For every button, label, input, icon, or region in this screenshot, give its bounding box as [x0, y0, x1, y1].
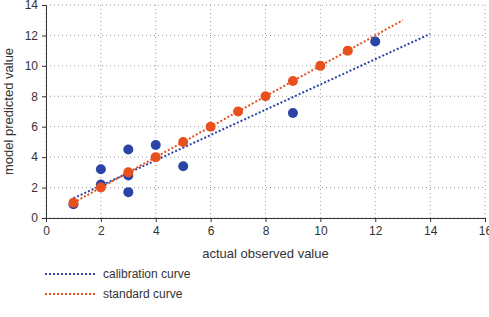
grid-line [46, 157, 485, 158]
tick-mark [430, 218, 431, 222]
tick-mark [42, 188, 46, 189]
tick-mark [42, 96, 46, 97]
legend-swatch [45, 273, 95, 275]
grid [46, 5, 485, 218]
tick-label: 0 [31, 211, 38, 225]
tick-mark [42, 35, 46, 36]
point [123, 167, 133, 177]
tick-label: 2 [98, 224, 105, 238]
tick: 8 [263, 218, 270, 238]
tick-mark [375, 218, 376, 222]
point [178, 137, 188, 147]
tick-label: 4 [153, 224, 160, 238]
grid-line [46, 187, 485, 188]
point [315, 61, 325, 71]
tick: 2 [98, 218, 105, 238]
plot: 0 2 4 6 8 10 12 14 16 0 2 4 6 8 10 12 14 [25, 0, 489, 238]
point [123, 145, 133, 155]
tick-mark [42, 157, 46, 158]
x-axis-title: actual observed value [202, 246, 328, 261]
point [261, 91, 271, 101]
line [73, 20, 402, 203]
chart: 0 2 4 6 8 10 12 14 16 0 2 4 6 8 10 12 14 actual observed … [0, 0, 489, 317]
grid-line [265, 5, 266, 218]
point [178, 161, 188, 171]
tick-mark [320, 218, 321, 222]
tick-mark [156, 218, 157, 222]
tick-mark [42, 218, 46, 219]
y-axis: 0 2 4 6 8 10 12 14 [25, 0, 47, 225]
legend-swatch [45, 293, 95, 295]
tick-label: 0 [43, 224, 50, 238]
point [123, 187, 133, 197]
tick-mark [42, 66, 46, 67]
tick-label: 8 [31, 90, 38, 104]
legend: calibration curve standard curve [45, 267, 191, 301]
axis-line [42, 6, 47, 219]
tick: 8 [31, 90, 46, 104]
tick-mark [101, 218, 102, 222]
tick-label: 10 [25, 59, 39, 73]
point [370, 37, 380, 47]
tick-label: 12 [25, 29, 39, 43]
grid-line [485, 5, 486, 218]
tick: 0 [31, 211, 46, 225]
marks [68, 20, 430, 209]
tick: 4 [31, 150, 46, 164]
tick: 14 [424, 218, 438, 238]
y-axis-title: model predicted value [1, 48, 16, 175]
tick-label: 14 [424, 224, 438, 238]
tick-label: 6 [31, 120, 38, 134]
tick-mark [485, 218, 486, 222]
grid-line [46, 126, 485, 127]
x-axis: 0 2 4 6 8 10 12 14 16 [43, 218, 489, 238]
point [343, 46, 353, 56]
tick-label: 4 [31, 150, 38, 164]
tick: 2 [31, 181, 46, 195]
tick-label: 2 [31, 181, 38, 195]
grid-line [46, 5, 485, 6]
point [288, 108, 298, 118]
grid-line [46, 65, 485, 66]
grid-line [210, 5, 211, 218]
tick-label: 8 [263, 224, 270, 238]
tick: 16 [479, 218, 489, 238]
tick: 6 [31, 120, 46, 134]
tick: 14 [25, 0, 46, 12]
tick-label: 10 [314, 224, 328, 238]
legend-label: standard curve [103, 287, 183, 301]
grid-line [46, 35, 485, 36]
axis-line [47, 219, 486, 223]
tick: 4 [153, 218, 160, 238]
tick: 12 [369, 218, 383, 238]
tick-label: 14 [25, 0, 39, 12]
tick: 0 [43, 218, 50, 238]
point [96, 164, 106, 174]
point [233, 107, 243, 117]
tick: 6 [208, 218, 215, 238]
tick-mark [42, 127, 46, 128]
line [73, 34, 430, 198]
tick-mark [266, 218, 267, 222]
grid-line [320, 5, 321, 218]
point [288, 76, 298, 86]
tick: 12 [25, 29, 46, 43]
tick-mark [211, 218, 212, 222]
point [68, 198, 78, 208]
point [96, 183, 106, 193]
point [151, 152, 161, 162]
grid-line [155, 5, 156, 218]
tick: 10 [25, 59, 46, 73]
point [151, 140, 161, 150]
tick-label: 12 [369, 224, 383, 238]
tick-label: 16 [479, 224, 489, 238]
tick: 10 [314, 218, 328, 238]
legend-label: calibration curve [103, 267, 191, 281]
point [206, 122, 216, 132]
tick-mark [42, 5, 46, 6]
tick-label: 6 [208, 224, 215, 238]
grid-line [430, 5, 431, 218]
